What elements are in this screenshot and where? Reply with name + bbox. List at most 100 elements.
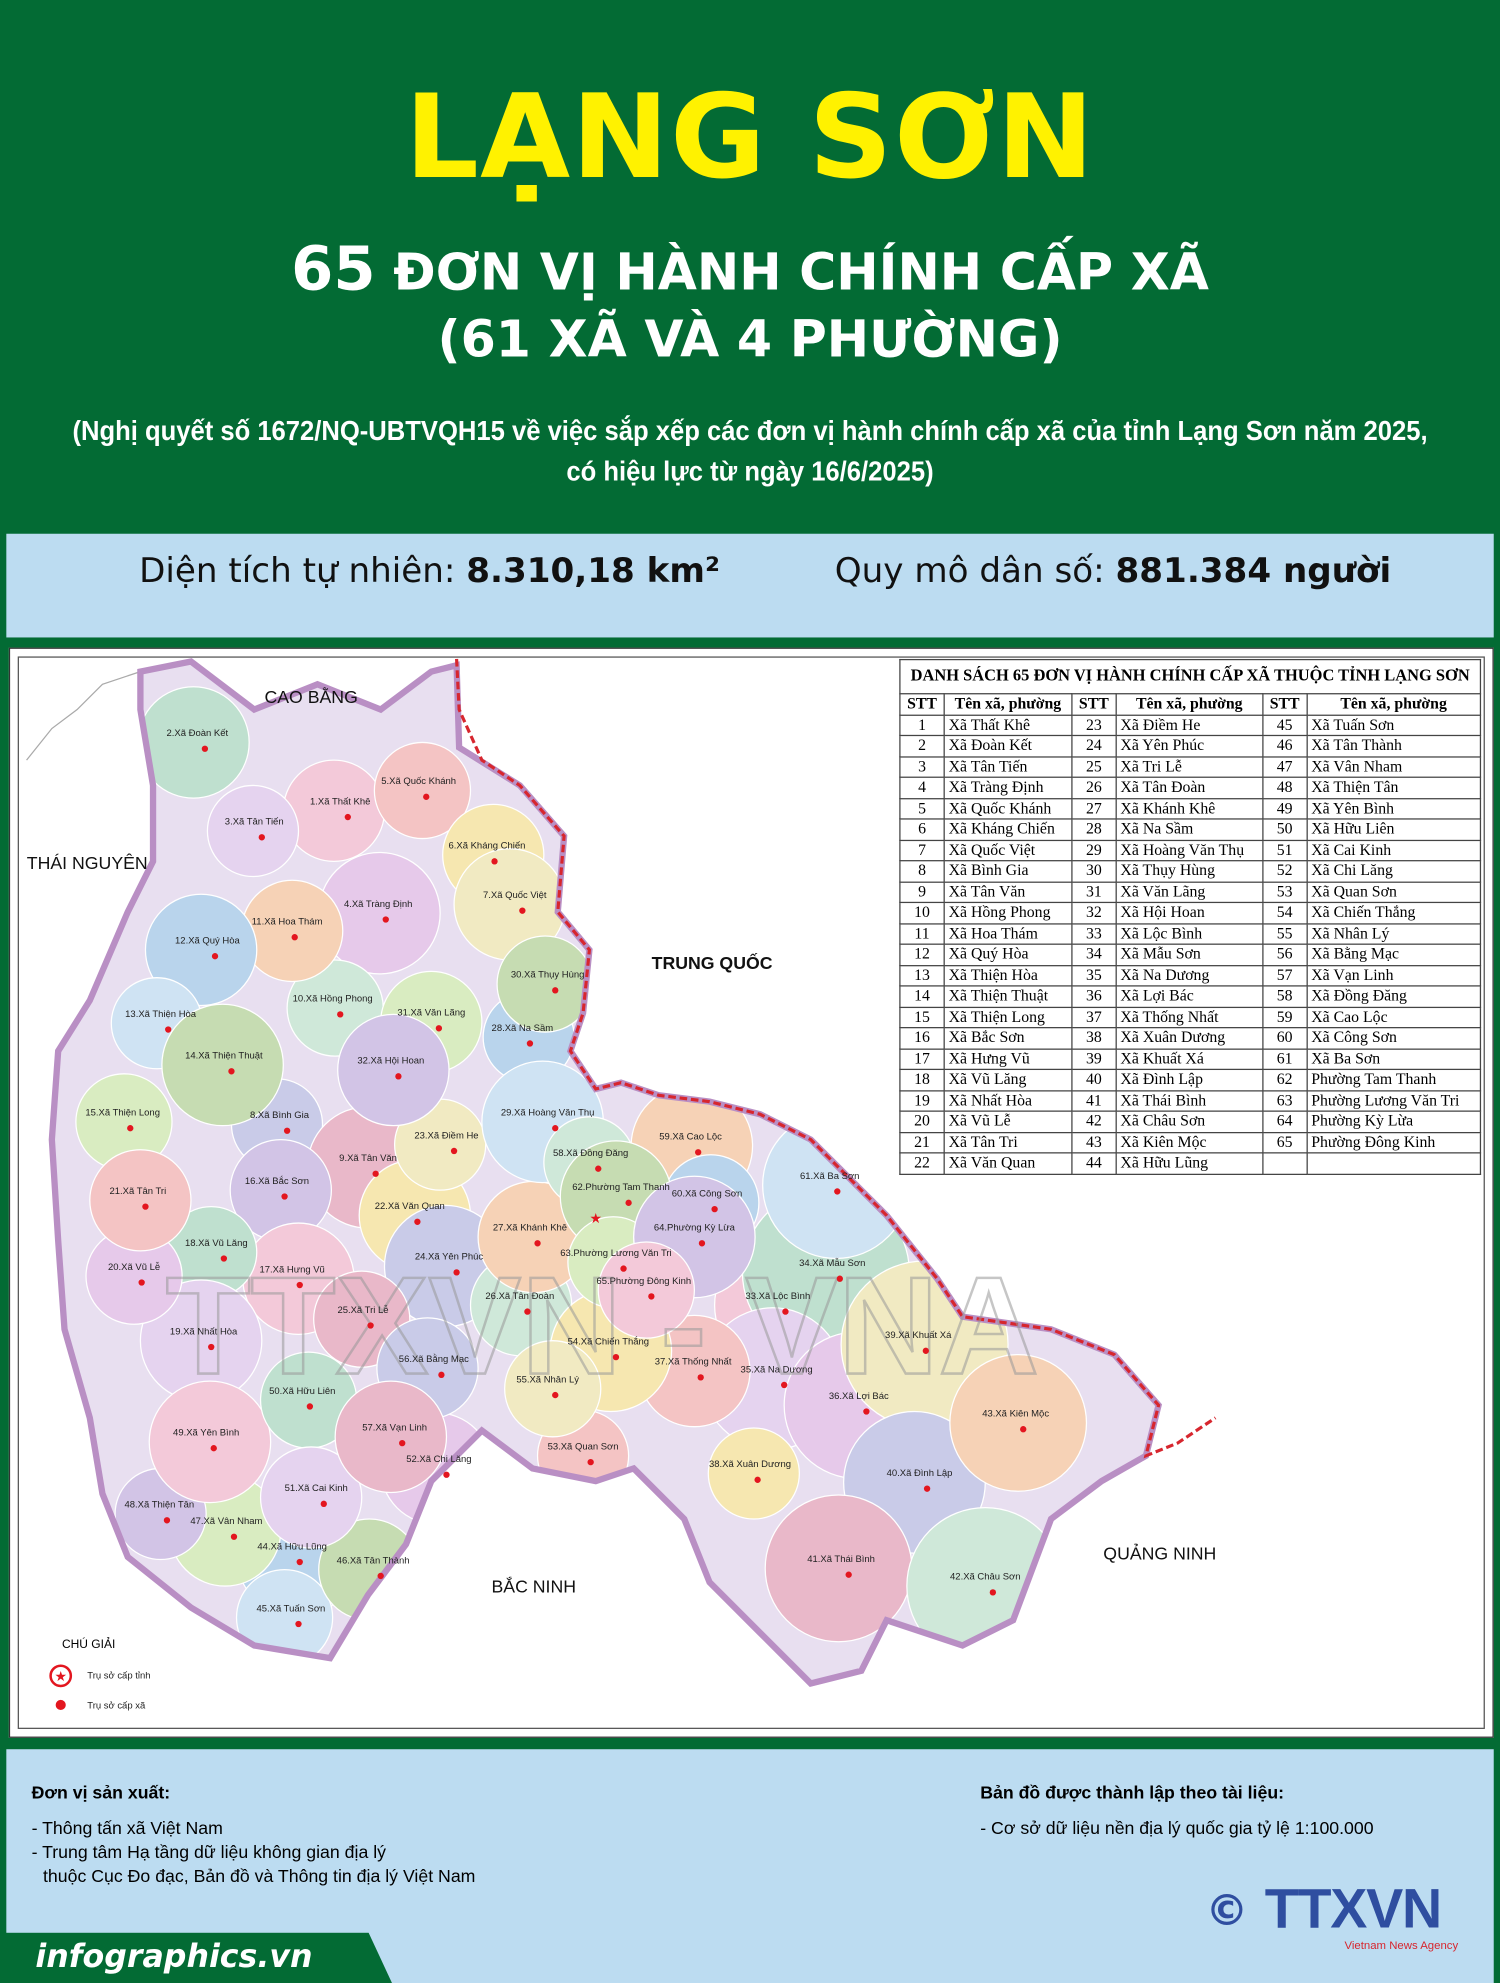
commune-name-cell: Xã Quý Hòa bbox=[943, 943, 1073, 966]
commune-name-cell: Xã Vũ Lễ bbox=[943, 1110, 1073, 1133]
commune-label: 18.Xã Vũ Lăng bbox=[185, 1238, 248, 1249]
commune-hq-dot bbox=[296, 1281, 303, 1289]
commune-hq-dot bbox=[781, 1381, 788, 1389]
stt-cell: 1 bbox=[899, 713, 945, 737]
province-outline bbox=[48, 658, 1163, 1687]
stt-cell: 55 bbox=[1261, 922, 1308, 945]
commune-hq-dot bbox=[695, 1149, 702, 1156]
commune-area[interactable] bbox=[373, 741, 472, 840]
stt-cell: 31 bbox=[1071, 880, 1117, 904]
commune-name-cell: Xã Thiện Long bbox=[943, 1006, 1073, 1029]
province-boundary-cao-bang bbox=[26, 671, 141, 761]
commune-label: 53.Xã Quan Sơn bbox=[548, 1441, 619, 1452]
commune-label: 48.Xã Thiện Tân bbox=[125, 1500, 195, 1511]
commune-label: 27.Xã Khánh Khê bbox=[493, 1223, 567, 1234]
commune-area[interactable] bbox=[334, 1380, 448, 1494]
region-label: QUẢNG NINH bbox=[1103, 1542, 1216, 1563]
commune-area[interactable] bbox=[240, 879, 344, 983]
commune-label: 44.Xã Hữu Lũng bbox=[257, 1541, 327, 1552]
col-name-header: Tên xã, phường bbox=[1306, 693, 1482, 716]
commune-area[interactable] bbox=[337, 1013, 450, 1127]
unit-count: 65 bbox=[291, 233, 376, 305]
stt-cell: 60 bbox=[1261, 1027, 1308, 1050]
commune-hq-dot bbox=[283, 1127, 291, 1134]
page-title: LẠNG SƠN bbox=[404, 69, 1096, 205]
table-row: 7 Xã Quốc Việt 29 Xã Hoàng Văn Thụ 51 Xã Cai … bbox=[899, 839, 1482, 862]
commune-name-cell: Xã Tân Thành bbox=[1306, 734, 1482, 757]
commune-label: 33.Xã Lộc Bình bbox=[745, 1291, 810, 1302]
stt-cell: 62 bbox=[1261, 1068, 1308, 1091]
commune-name-cell: Xã Xuân Dương bbox=[1115, 1027, 1264, 1050]
commune-hq-dot bbox=[845, 1571, 852, 1578]
commune-hq-dot bbox=[138, 1279, 145, 1286]
commune-area[interactable] bbox=[259, 1446, 363, 1549]
commune-label: 29.Xã Hoàng Văn Thụ bbox=[501, 1108, 595, 1119]
commune-area[interactable] bbox=[762, 1111, 911, 1260]
commune-name-cell: Xã Lộc Bình bbox=[1115, 922, 1264, 945]
commune-name-cell: Xã Hồng Phong bbox=[943, 901, 1073, 924]
commune-hq-dot bbox=[834, 1188, 841, 1195]
commune-label: 37.Xã Thống Nhất bbox=[655, 1357, 732, 1368]
commune-label: 51.Xã Cai Kinh bbox=[285, 1483, 348, 1494]
table-row: 19 Xã Nhất Hòa 41 Xã Thái Bình 63 Phường Lươn… bbox=[899, 1089, 1482, 1112]
commune-area[interactable] bbox=[282, 759, 386, 862]
commune-name-cell bbox=[1306, 1152, 1482, 1175]
commune-name-cell: Xã Văn Lãng bbox=[1115, 880, 1264, 904]
commune-area[interactable] bbox=[707, 1427, 800, 1520]
table-row: 5 Xã Quốc Khánh 27 Xã Khánh Khê 49 Xã Yên Bìn… bbox=[899, 797, 1482, 820]
stt-cell: 8 bbox=[899, 860, 945, 883]
stt-cell: 29 bbox=[1071, 839, 1117, 862]
commune-name-cell: Xã Đoàn Kết bbox=[943, 734, 1073, 757]
commune-area[interactable] bbox=[206, 784, 300, 878]
commune-area[interactable] bbox=[148, 1380, 272, 1504]
commune-hq-dot bbox=[228, 1068, 235, 1075]
commune-label: 59.Xã Cao Lộc bbox=[659, 1132, 722, 1143]
stt-cell: 61 bbox=[1261, 1047, 1308, 1071]
commune-area[interactable] bbox=[161, 1003, 284, 1127]
table-row: 4 Xã Tràng Định 26 Xã Tân Đoàn 48 Xã Thiện Tâ… bbox=[899, 776, 1482, 799]
table-row: 21 Xã Tân Tri 43 Xã Kiên Mộc 65 Phường Đông K… bbox=[899, 1131, 1482, 1154]
stt-cell: 42 bbox=[1071, 1110, 1117, 1133]
stt-cell: 10 bbox=[899, 901, 945, 924]
commune-hq-dot bbox=[534, 1240, 541, 1247]
commune-name-cell: Xã Tân Tiến bbox=[943, 755, 1073, 778]
commune-name-cell: Xã Quan Sơn bbox=[1306, 880, 1482, 904]
stt-cell: 12 bbox=[899, 943, 945, 966]
stt-cell bbox=[1261, 1152, 1308, 1175]
stt-cell: 13 bbox=[899, 964, 945, 987]
commune-area[interactable] bbox=[504, 1340, 602, 1438]
table-row: 8 Xã Bình Gia 30 Xã Thụy Hùng 52 Xã Chi Lăng bbox=[899, 860, 1482, 883]
stt-cell: 53 bbox=[1261, 880, 1308, 904]
note-line-2: có hiệu lực từ ngày 16/6/2025) bbox=[566, 455, 934, 487]
commune-area[interactable] bbox=[89, 1149, 192, 1252]
commune-name-cell: Xã Nhân Lý bbox=[1306, 922, 1482, 945]
commune-hq-dot bbox=[423, 793, 430, 800]
commune-hq-dot bbox=[210, 1445, 217, 1452]
commune-area[interactable] bbox=[144, 893, 258, 1007]
commune-area[interactable] bbox=[906, 1507, 1065, 1666]
stt-cell: 64 bbox=[1261, 1110, 1308, 1133]
national-border bbox=[455, 658, 1217, 1459]
commune-name-cell: Xã Kiên Mộc bbox=[1115, 1131, 1264, 1154]
commune-name-cell: Xã Bắc Sơn bbox=[943, 1027, 1073, 1050]
commune-label: 9.Xã Tân Văn bbox=[339, 1153, 397, 1164]
commune-label: 50.Xã Hữu Liên bbox=[269, 1386, 335, 1397]
table-row: 20 Xã Vũ Lễ 42 Xã Châu Sơn 64 Phường Kỳ Lừa bbox=[899, 1110, 1482, 1133]
commune-hq-dot bbox=[281, 1193, 288, 1200]
table-row: 6 Xã Kháng Chiến 28 Xã Na Sầm 50 Xã Hữu Liên bbox=[899, 818, 1482, 841]
commune-name-cell: Xã Tân Văn bbox=[943, 880, 1073, 904]
stt-cell: 41 bbox=[1071, 1089, 1117, 1112]
commune-label: 19.Xã Nhất Hòa bbox=[170, 1326, 238, 1337]
region-labels: CAO BẰNG THÁI NGUYÊN TRUNG QUỐC QUẢNG NINH B… bbox=[27, 686, 1217, 1596]
commune-area[interactable] bbox=[949, 1353, 1088, 1492]
population-stat: Quy mô dân số: 881.384 người bbox=[835, 551, 1391, 590]
producer-title: Đơn vị sản xuất: bbox=[31, 1782, 171, 1803]
commune-name-cell: Xã Tuấn Sơn bbox=[1306, 713, 1482, 737]
commune-hq-dot bbox=[201, 745, 209, 752]
brand-text[interactable]: infographics.vn bbox=[35, 1937, 313, 1975]
col-name-header: Tên xã, phường bbox=[1115, 693, 1264, 716]
commune-hq-dot bbox=[306, 1403, 314, 1410]
stt-cell: 14 bbox=[899, 985, 945, 1008]
commune-name-cell: Phường Tam Thanh bbox=[1306, 1068, 1482, 1091]
subtitle: 65 ĐƠN VỊ HÀNH CHÍNH CẤP XÃ bbox=[0, 234, 1500, 305]
